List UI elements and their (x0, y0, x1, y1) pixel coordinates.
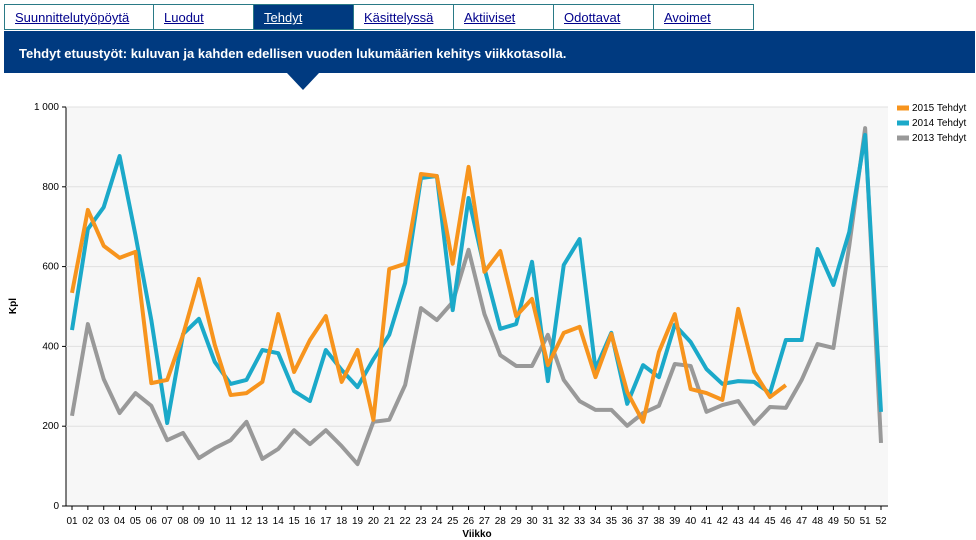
x-tick-label: 16 (304, 516, 316, 527)
legend-label: 2013 Tehdyt (912, 133, 967, 144)
x-tick-label: 46 (780, 516, 792, 527)
legend-swatch (897, 105, 909, 111)
x-tick-label: 33 (574, 516, 586, 527)
y-tick-label: 800 (42, 182, 59, 193)
x-tick-label: 35 (606, 516, 618, 527)
x-tick-label: 47 (796, 516, 808, 527)
tab-bar: Suunnittelutyöpöytä Luodut Tehdyt Käsittely… (4, 4, 754, 30)
x-tick-label: 32 (558, 516, 570, 527)
x-tick-label: 19 (352, 516, 364, 527)
x-tick-label: 10 (209, 516, 221, 527)
x-tick-label: 25 (447, 516, 459, 527)
line-series (70, 132, 883, 426)
x-tick-label: 09 (193, 516, 205, 527)
x-tick-label: 37 (637, 516, 649, 527)
tab[interactable]: Odottavat (554, 4, 654, 30)
x-tick-label: 11 (225, 516, 236, 527)
x-tick-label: 45 (764, 516, 776, 527)
x-tick-label: 24 (431, 516, 443, 527)
x-tick-label: 14 (273, 516, 285, 527)
x-tick-label: 06 (146, 516, 158, 527)
x-tick-label: 12 (241, 516, 253, 527)
x-tick-label: 03 (98, 516, 110, 527)
y-tick-label: 1 000 (34, 102, 59, 113)
y-tick-label: 0 (53, 501, 59, 512)
x-tick-label: 29 (511, 516, 523, 527)
legend-swatch (897, 120, 909, 126)
x-tick-label: 41 (701, 516, 713, 527)
x-tick-label: 52 (875, 516, 887, 527)
x-axis-label: Viikko (462, 529, 491, 540)
x-tick-label: 20 (368, 516, 380, 527)
x-tick-label: 42 (717, 516, 729, 527)
x-tick-label: 22 (400, 516, 412, 527)
y-tick-label: 400 (42, 341, 59, 352)
x-tick-label: 34 (590, 516, 602, 527)
x-tick-label: 01 (66, 516, 78, 527)
x-tick-label: 18 (336, 516, 348, 527)
tab[interactable]: Tehdyt (254, 4, 354, 30)
x-tick-label: 38 (653, 516, 665, 527)
banner-notch (287, 73, 319, 90)
x-tick-label: 23 (415, 516, 427, 527)
x-tick-label: 02 (82, 516, 94, 527)
plot-area (66, 107, 888, 506)
tab[interactable]: Suunnittelutyöpöytä (4, 4, 154, 30)
x-tick-label: 27 (479, 516, 491, 527)
y-tick-label: 600 (42, 262, 59, 273)
y-tick-label: 200 (42, 421, 59, 432)
legend-swatch (897, 135, 909, 141)
y-axis-label: Kpl (8, 298, 19, 314)
tab[interactable]: Käsittelyssä (354, 4, 454, 30)
x-tick-label: 13 (257, 516, 269, 527)
x-tick-label: 36 (622, 516, 634, 527)
legend-label: 2015 Tehdyt (912, 103, 967, 114)
x-tick-label: 44 (749, 516, 761, 527)
x-tick-label: 30 (526, 516, 538, 527)
x-tick-label: 43 (733, 516, 745, 527)
x-tick-label: 08 (177, 516, 189, 527)
x-tick-label: 26 (463, 516, 475, 527)
x-tick-label: 28 (495, 516, 507, 527)
x-tick-label: 49 (828, 516, 840, 527)
tab[interactable]: Aktiiviset (454, 4, 554, 30)
legend-label: 2014 Tehdyt (912, 118, 967, 129)
banner: Tehdyt etuustyöt: kuluvan ja kahden edel… (4, 31, 975, 73)
line-series (70, 164, 788, 424)
tab[interactable]: Luodut (154, 4, 254, 30)
x-tick-label: 17 (320, 516, 332, 527)
line-series (70, 126, 883, 467)
x-tick-label: 40 (685, 516, 697, 527)
x-tick-label: 07 (162, 516, 174, 527)
x-tick-label: 05 (130, 516, 142, 527)
tab[interactable]: Avoimet (654, 4, 754, 30)
x-tick-label: 21 (384, 516, 396, 527)
x-tick-label: 15 (289, 516, 301, 527)
x-tick-label: 50 (844, 516, 856, 527)
x-tick-label: 04 (114, 516, 126, 527)
x-tick-label: 39 (669, 516, 681, 527)
x-tick-label: 51 (860, 516, 872, 527)
x-tick-label: 31 (542, 516, 554, 527)
x-tick-label: 48 (812, 516, 824, 527)
